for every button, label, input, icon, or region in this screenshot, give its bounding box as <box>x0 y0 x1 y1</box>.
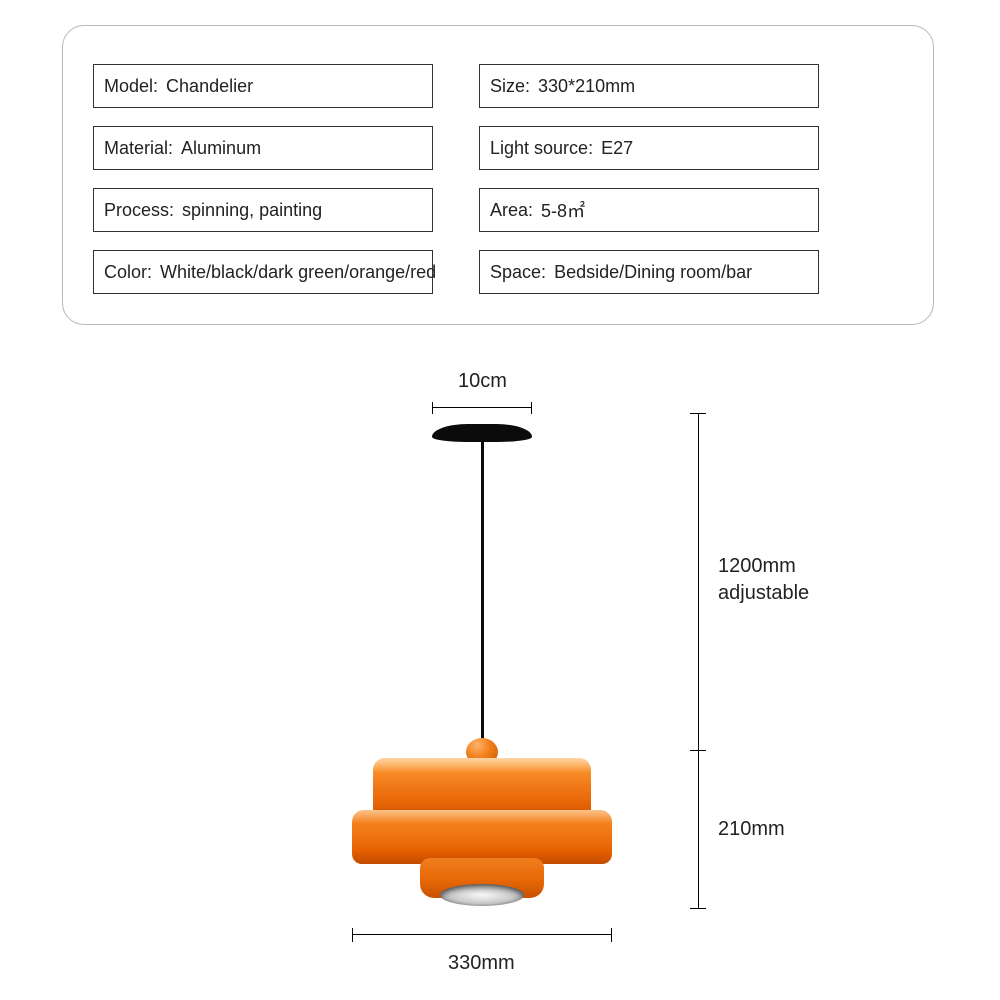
spec-value: spinning, painting <box>182 200 322 221</box>
dimension-line <box>432 407 532 408</box>
cord-length-value: 1200mm <box>718 555 796 578</box>
shade-width-label: 330mm <box>448 952 515 975</box>
dimension-tick <box>690 750 706 751</box>
shade-width-dimension <box>352 928 612 942</box>
product-diagram: 10cm 1200mm adjustable 210mm 330mm <box>0 370 1000 990</box>
height-dimension-line <box>698 413 699 908</box>
shade-height-label: 210mm <box>718 818 785 841</box>
spec-material: Material Aluminum <box>93 126 433 170</box>
spec-label: Model <box>104 76 158 97</box>
shade-tier-2 <box>352 810 612 864</box>
spec-value: 330*210mm <box>538 76 635 97</box>
spec-value: Chandelier <box>166 76 253 97</box>
spec-label: Area <box>490 200 533 221</box>
spec-value: 5-8㎡ <box>541 197 585 223</box>
dimension-tick <box>690 413 706 414</box>
cord-length-note: adjustable <box>718 582 809 605</box>
dimension-tick <box>690 908 706 909</box>
spec-label: Process <box>104 200 174 221</box>
spec-value: White/black/dark green/orange/red <box>160 262 436 283</box>
spec-model: Model Chandelier <box>93 64 433 108</box>
pendant-cord <box>481 440 484 750</box>
spec-label: Size <box>490 76 530 97</box>
dimension-tick <box>531 402 532 414</box>
spec-label: Color <box>104 262 152 283</box>
cap-width-dimension <box>432 402 532 414</box>
spec-grid: Model Chandelier Size 330*210mm Material… <box>93 64 903 294</box>
spec-label: Space <box>490 262 546 283</box>
spec-size: Size 330*210mm <box>479 64 819 108</box>
spec-space: Space Bedside/Dining room/bar <box>479 250 819 294</box>
bulb-opening <box>440 884 524 906</box>
cap-width-label: 10cm <box>458 370 507 393</box>
dimension-tick <box>611 928 612 942</box>
spec-area: Area 5-8㎡ <box>479 188 819 232</box>
dimension-tick <box>352 928 353 942</box>
spec-light-source: Light source E27 <box>479 126 819 170</box>
spec-process: Process spinning, painting <box>93 188 433 232</box>
spec-value: Bedside/Dining room/bar <box>554 262 752 283</box>
spec-label: Light source <box>490 138 593 159</box>
spec-color: Color White/black/dark green/orange/red <box>93 250 433 294</box>
spec-panel: Model Chandelier Size 330*210mm Material… <box>62 25 934 325</box>
spec-value: Aluminum <box>181 138 261 159</box>
spec-value: E27 <box>601 138 633 159</box>
dimension-tick <box>432 402 433 414</box>
dimension-line <box>352 934 612 935</box>
spec-label: Material <box>104 138 173 159</box>
